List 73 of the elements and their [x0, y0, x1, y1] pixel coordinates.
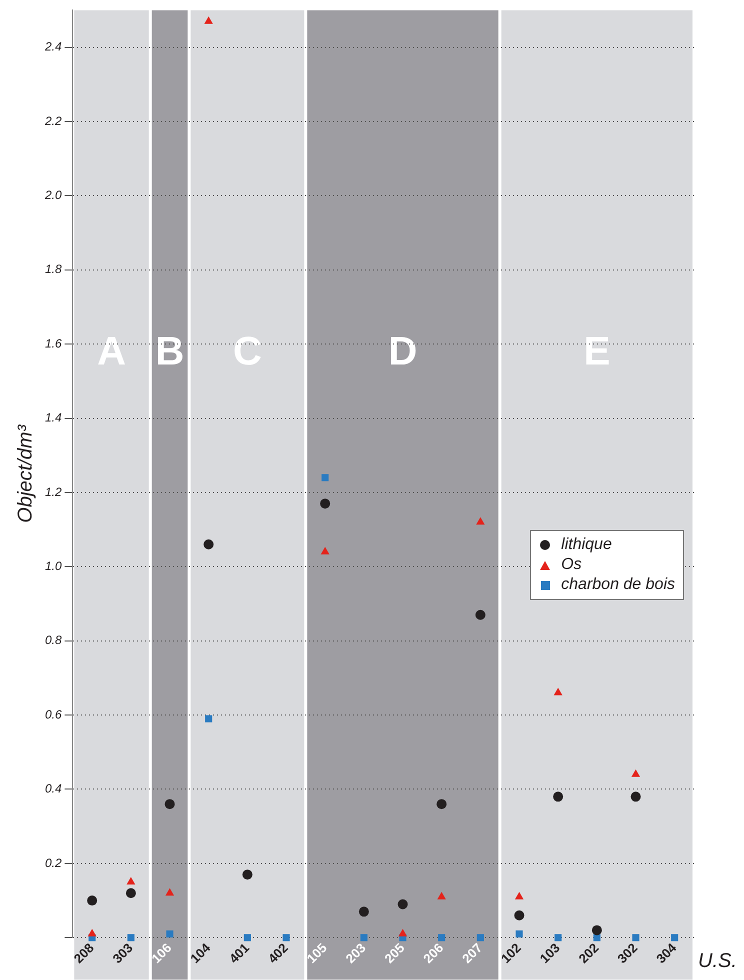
y-tick-label: 1.4: [44, 410, 62, 425]
point: [437, 892, 446, 900]
x-tick-label: 402: [264, 940, 291, 966]
x-tick-label: 104: [187, 940, 214, 966]
y-tick-label: 1.0: [44, 559, 62, 574]
point: [244, 934, 251, 942]
point: [516, 930, 523, 938]
x-tick-label: 304: [653, 940, 680, 966]
x-tick-label: 302: [614, 940, 640, 966]
point: [554, 688, 562, 696]
point: [631, 769, 640, 777]
point: [360, 934, 368, 942]
y-tick-label: 0.2: [44, 856, 62, 870]
point: [126, 888, 136, 898]
point: [166, 930, 174, 938]
point: [630, 792, 641, 802]
point: [242, 870, 252, 880]
x-tick-label: 106: [148, 940, 174, 966]
point: [398, 899, 408, 910]
x-tick-label: 103: [536, 940, 563, 966]
x-tick-label: 205: [381, 940, 408, 966]
point: [671, 934, 678, 942]
x-tick-label: 203: [342, 940, 369, 966]
y-tick-label: 0.8: [44, 633, 62, 648]
band-label: B: [155, 329, 184, 374]
point: [398, 928, 408, 936]
y-tick-label: 1.2: [44, 484, 62, 499]
point: [165, 888, 174, 896]
point: [553, 792, 564, 802]
point: [358, 906, 369, 917]
legend-label: Os: [561, 555, 582, 575]
y-tick-label: 2.0: [44, 188, 62, 202]
point: [322, 474, 329, 482]
point: [126, 876, 136, 884]
y-tick-label: 2.4: [44, 40, 62, 54]
x-tick-label: 202: [576, 940, 602, 966]
legend-label: lithique: [561, 535, 612, 555]
point: [514, 910, 524, 920]
point: [87, 896, 98, 906]
point: [592, 925, 602, 936]
x-tick-label: 105: [304, 940, 330, 966]
y-axis-title: Object/dm³: [14, 424, 37, 523]
x-axis-title: U.S.: [698, 950, 737, 972]
point: [476, 934, 484, 942]
point: [554, 934, 562, 942]
y-tick-label: 0.4: [44, 782, 62, 796]
y-tick-label: 1.8: [44, 262, 62, 276]
x-tick-label: 303: [110, 940, 136, 966]
y-tick-label: 2.2: [44, 114, 62, 128]
point: [438, 934, 446, 942]
point: [632, 934, 640, 942]
x-tick-label: 102: [498, 940, 524, 966]
y-tick-label: 1.6: [44, 336, 62, 350]
x-tick-label: 208: [70, 940, 97, 966]
point: [320, 546, 330, 554]
point: [436, 799, 447, 810]
point: [88, 928, 96, 936]
point: [164, 799, 175, 810]
point: [514, 892, 524, 900]
point: [204, 16, 213, 24]
point: [282, 934, 290, 942]
x-tick-label: 206: [420, 940, 446, 966]
point: [204, 539, 214, 550]
point: [205, 715, 212, 722]
x-tick-label: 401: [226, 940, 252, 966]
point: [476, 517, 485, 525]
x-tick-label: 207: [459, 940, 486, 966]
y-tick-label: 0.6: [44, 707, 62, 722]
band-label: D: [388, 329, 418, 374]
point: [127, 934, 134, 942]
point: [320, 498, 330, 509]
legend-label: charbon de bois: [561, 575, 675, 595]
point: [475, 610, 486, 620]
